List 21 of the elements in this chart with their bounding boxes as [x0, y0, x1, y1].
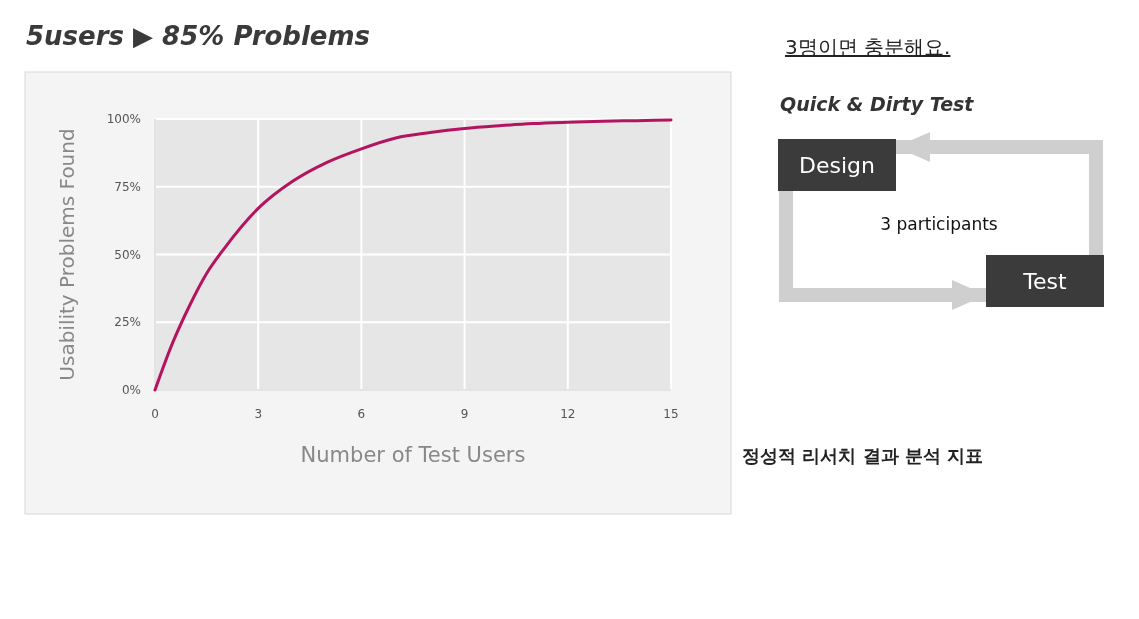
text: 3명이면 충분해요.: [785, 35, 951, 59]
y-tick-label: 0%: [121, 383, 141, 397]
chart-title: 5users ▶ 85% Problems: [26, 21, 371, 51]
x-tick-label: 12: [560, 407, 576, 421]
y-tick-label: 50%: [114, 247, 141, 262]
x-tick-label: 0: [151, 407, 159, 421]
text: 3 participants: [880, 214, 998, 234]
x-tick-label: 9: [460, 407, 469, 421]
line-series: [153, 118, 673, 392]
y-axis-title: Usability Problems Found: [55, 128, 79, 381]
text: Quick & Dirty Test: [780, 93, 975, 115]
x-tick-label: 6: [357, 407, 366, 421]
text: Test: [1022, 269, 1068, 294]
y-tick-label: 25%: [114, 315, 141, 330]
x-tick-label: 15: [663, 407, 679, 421]
y-tick-label: 100%: [106, 112, 141, 126]
text: 정성적 리서치 결과 분석 지표: [742, 445, 984, 466]
x-axis-title: Number of Test Users: [300, 443, 526, 467]
text: Design: [799, 153, 875, 178]
x-tick-label: 3: [254, 407, 263, 421]
y-tick-label: 75%: [114, 179, 141, 194]
